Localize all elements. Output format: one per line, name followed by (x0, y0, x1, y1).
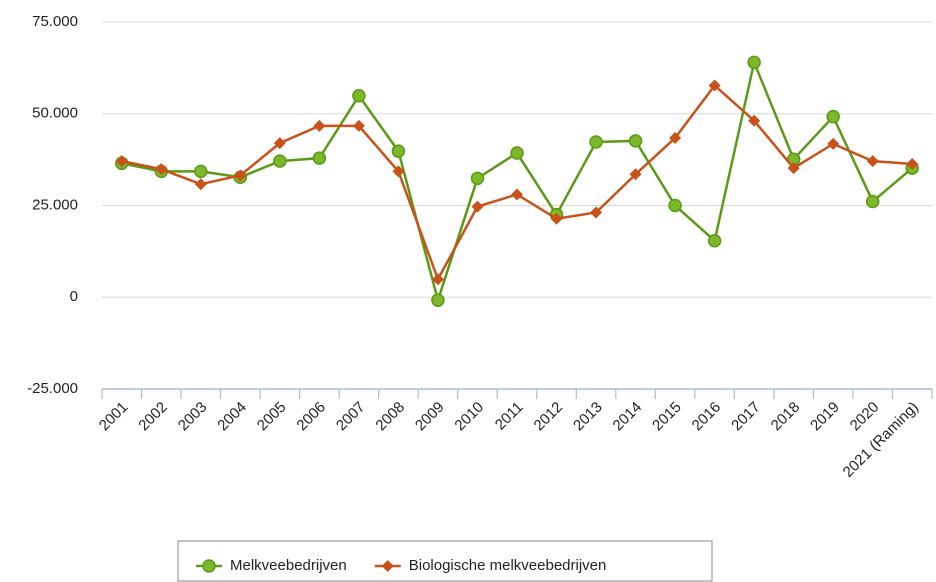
marker (194, 178, 207, 191)
marker (381, 560, 394, 572)
x-tick-label: 2010 (451, 399, 487, 435)
x-tick-label: 2004 (214, 399, 250, 435)
marker (748, 114, 761, 127)
x-tick-label: 2014 (610, 399, 646, 435)
x-tick-label: 2006 (293, 399, 329, 435)
x-tick-label: 2012 (531, 399, 567, 435)
x-tick-label: 2001 (96, 399, 132, 435)
marker (194, 164, 208, 179)
marker (202, 559, 216, 573)
x-tick-label: 2020 (847, 399, 883, 435)
marker (826, 109, 840, 124)
marker (590, 206, 603, 219)
marker (707, 233, 722, 248)
marker (589, 135, 603, 149)
marker (313, 119, 326, 132)
y-tick-label: 75.000 (32, 13, 78, 30)
x-tick-label: 2002 (135, 399, 171, 435)
x-tick-label: 2008 (372, 399, 408, 435)
marker (866, 155, 879, 168)
y-tick-label: 50.000 (32, 105, 78, 122)
marker (470, 171, 485, 186)
marker (352, 89, 366, 103)
marker (352, 119, 365, 132)
marker (668, 198, 682, 213)
marker (155, 163, 168, 176)
marker (708, 79, 721, 92)
marker (273, 137, 286, 150)
y-tick-label: 25.000 (32, 196, 78, 213)
y-tick-label: -25.000 (27, 380, 78, 397)
marker (273, 154, 287, 168)
marker (511, 188, 523, 201)
marker (865, 194, 880, 209)
x-tick-label: 2007 (333, 399, 369, 435)
marker (747, 55, 761, 70)
x-tick-label: 2011 (492, 399, 527, 434)
marker (471, 200, 484, 213)
legend-label: Biologische melkveebedrijven (409, 557, 607, 574)
marker (906, 158, 919, 171)
x-tick-label: 2019 (807, 399, 843, 435)
marker (431, 293, 445, 307)
legend-box (177, 540, 713, 582)
x-tick-label: 2009 (412, 399, 448, 435)
x-tick-label: 2005 (254, 399, 290, 435)
legend: Melkveebedrijven Biologische melkveebedri… (177, 540, 713, 582)
marker (312, 151, 327, 165)
marker (431, 273, 444, 286)
y-tick-label: 0 (70, 288, 78, 305)
x-tick-label: 2015 (649, 399, 685, 435)
x-tick-label: 2003 (175, 399, 211, 435)
marker (115, 155, 128, 168)
marker (510, 146, 524, 160)
x-tick-label: 2016 (689, 399, 725, 435)
x-tick-label: 2017 (728, 399, 764, 435)
marker (827, 137, 840, 150)
marker (629, 168, 642, 181)
marker (234, 169, 247, 182)
marker (669, 131, 682, 144)
marker (628, 134, 643, 148)
marker (392, 165, 405, 178)
marker (391, 144, 406, 158)
x-tick-label: 2018 (768, 399, 804, 435)
marker (787, 162, 800, 175)
x-tick-label: 2013 (570, 399, 606, 435)
marker (550, 212, 563, 225)
legend-label: Melkveebedrijven (230, 557, 347, 574)
